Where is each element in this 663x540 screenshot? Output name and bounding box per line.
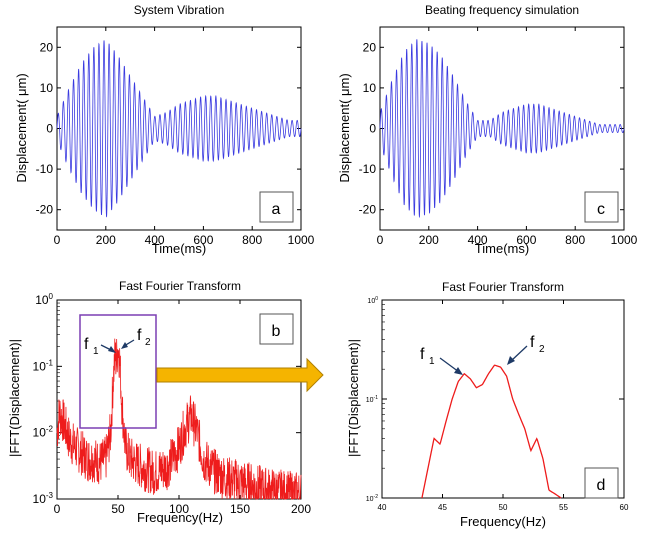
y-tick-label: 0 (369, 122, 376, 136)
x-tick-label: 400 (145, 233, 165, 247)
panel-a-label: a (272, 201, 281, 218)
y-tick-label: 100 (35, 292, 53, 307)
panel-d-f2-arrowhead (507, 356, 515, 365)
panel-d-ylabel: |FFT(Displacement)| (346, 339, 361, 457)
y-tick-label: 10-1 (33, 358, 54, 373)
x-tick-label: 200 (291, 502, 311, 516)
panel-d-f2-subscript: 2 (539, 344, 545, 355)
panel-c-xlabel: Time(ms) (475, 241, 529, 256)
panel-d-f2-annotation: f 2 (507, 334, 545, 365)
y-tick-label: 10-2 (366, 494, 378, 503)
panel-b-f1-arrowhead (108, 346, 116, 353)
panel-b-f1-annotation: f 1 (84, 336, 116, 357)
y-tick-label: -10 (36, 162, 54, 176)
y-tick-label: 10-2 (33, 425, 54, 440)
x-tick-label: 800 (242, 233, 262, 247)
panel-c: Beating frequency simulation 0 200 400 600 8… (337, 3, 638, 256)
x-tick-label: 55 (559, 503, 568, 512)
y-tick-label: 20 (363, 40, 377, 54)
panel-c-ticks: 0 200 400 600 800 1000 -20 -10 0 10 20 (359, 27, 638, 247)
x-tick-label: 150 (230, 502, 250, 516)
panel-b-f1-letter: f (84, 336, 89, 353)
panel-d-f1-letter: f (420, 346, 425, 363)
panel-b-ylabel: |FFT(Displacement)| (7, 339, 22, 457)
panel-d-title: Fast Fourier Transform (442, 280, 564, 294)
y-tick-label: 10 (40, 81, 54, 95)
panel-a-xlabel: Time(ms) (152, 241, 206, 256)
panel-b-f2-letter: f (137, 327, 142, 344)
panel-d-f1-subscript: 1 (429, 356, 435, 367)
y-tick-label: 10-3 (33, 491, 54, 506)
x-tick-label: 50 (111, 502, 125, 516)
panel-d-xlabel: Frequency(Hz) (460, 514, 546, 529)
y-tick-label: 10-1 (366, 395, 378, 404)
zoom-arrow (156, 357, 324, 393)
x-tick-label: 0 (54, 233, 61, 247)
panel-d-f1-arrowhead (454, 367, 463, 375)
panel-d-label: d (597, 477, 606, 494)
panel-c-label-box (584, 191, 619, 223)
y-tick-label: 10 (363, 81, 377, 95)
panel-b-label-box (259, 313, 294, 345)
panel-b-title: Fast Fourier Transform (119, 279, 241, 293)
panel-c-label: c (597, 201, 605, 218)
panel-a: System Vibration 0 200 400 600 800 1000-20-10… (14, 3, 315, 256)
y-tick-label: 0 (46, 122, 53, 136)
panel-a-ticks: 0 200 400 600 800 1000 -20 -10 0 10 20 (36, 27, 315, 247)
zoom-region-box (79, 314, 157, 429)
y-tick-label: 100 (367, 296, 378, 305)
x-tick-label: 600 (516, 233, 536, 247)
y-tick-label: -10 (359, 162, 377, 176)
y-tick-label: -20 (36, 203, 54, 217)
x-tick-label: 0 (377, 233, 384, 247)
panel-b-spectrum-line (56, 338, 302, 501)
panel-a-title: System Vibration (134, 3, 225, 17)
x-tick-label: 400 (468, 233, 488, 247)
panel-b-f2-subscript: 2 (145, 337, 151, 348)
y-tick-label: 20 (40, 40, 54, 54)
panel-b-f2-arrowhead (121, 342, 128, 349)
x-tick-label: 40 (378, 503, 387, 512)
panel-c-title: Beating frequency simulation (425, 3, 579, 17)
panel-c-signal-line (379, 39, 625, 219)
x-tick-label: 0 (54, 502, 61, 516)
x-tick-label: 200 (96, 233, 116, 247)
x-tick-label: 600 (193, 233, 213, 247)
panel-d-spectrum-line (421, 364, 562, 499)
panel-c-ylabel: Displacement( μm) (337, 73, 352, 182)
x-tick-label: 200 (419, 233, 439, 247)
panel-b-xlabel: Frequency(Hz) (137, 510, 223, 525)
panel-a-label-box (259, 191, 294, 223)
panel-a-signal-line (56, 40, 302, 218)
panel-d-label-box (584, 467, 619, 499)
x-tick-label: 100 (169, 502, 189, 516)
panel-d-f1-arrow (439, 357, 460, 373)
panel-b-f2-annotation: f 2 (121, 327, 151, 349)
x-tick-label: 800 (565, 233, 585, 247)
panel-a-ylabel: Displacement( μm) (14, 73, 29, 182)
panel-d: Fast Fourier Transform 40 45 50 55 60 100 10-1… (346, 280, 629, 529)
x-tick-label: 1000 (611, 233, 638, 247)
panel-b-f1-subscript: 1 (93, 346, 99, 357)
x-tick-label: 1000 (288, 233, 315, 247)
y-tick-label: -20 (359, 203, 377, 217)
x-tick-label: 45 (438, 503, 447, 512)
panel-b: Fast Fourier Transform 0 50 100 150 200 100 10… (7, 279, 311, 525)
panel-d-f1-annotation: f 1 (420, 346, 463, 375)
panel-b-label: b (272, 323, 281, 340)
x-tick-label: 60 (620, 503, 629, 512)
panel-d-ticks: 40 45 50 55 60 100 10-1 10-2 (366, 296, 629, 512)
panel-d-f2-arrow (510, 345, 528, 362)
x-tick-label: 50 (499, 503, 508, 512)
panel-d-f2-letter: f (530, 334, 535, 351)
